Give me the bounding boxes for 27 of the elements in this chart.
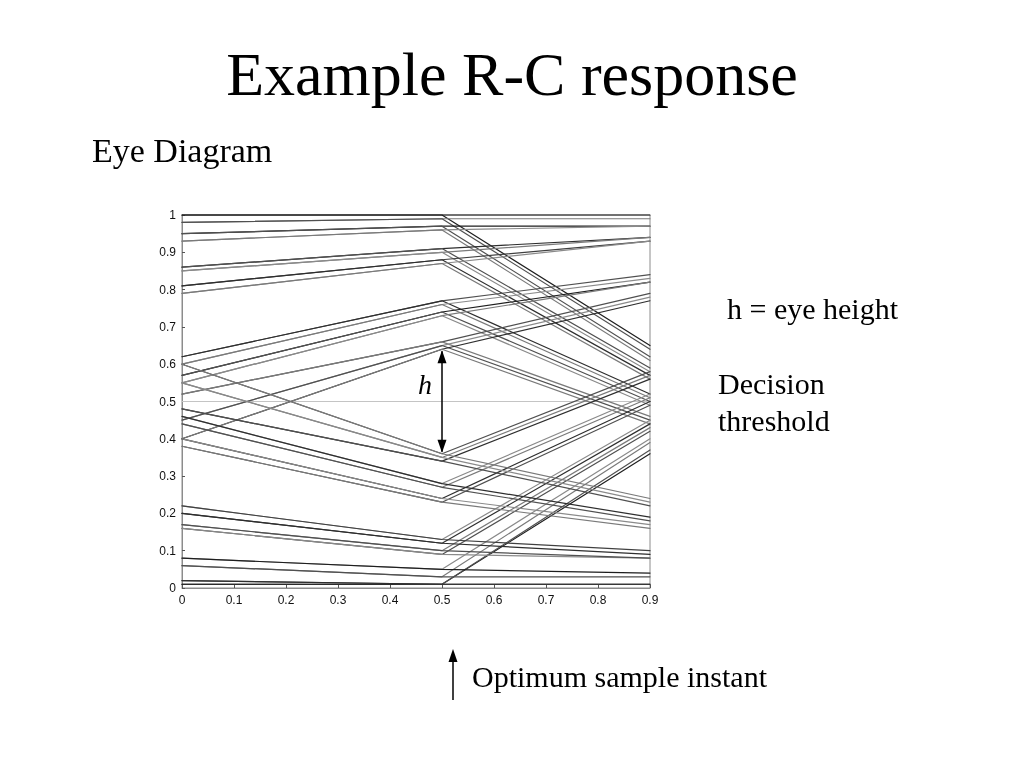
x-tick-label: 0.3 xyxy=(329,593,347,607)
x-tick-label: 0.5 xyxy=(433,593,451,607)
y-tick-label: 0.5 xyxy=(159,394,177,409)
x-tick-label: 0.2 xyxy=(277,593,295,607)
chart-title: Example R-C response xyxy=(226,40,798,108)
annotation: h xyxy=(418,369,432,400)
x-tick-label: 0.4 xyxy=(381,593,399,607)
x-tick-label: 0.6 xyxy=(485,593,503,607)
x-tick-label: 0.9 xyxy=(641,593,659,607)
y-tick-label: 0.9 xyxy=(159,245,177,260)
y-tick-label: 0.6 xyxy=(159,357,177,372)
y-tick-label: 0.4 xyxy=(159,431,177,446)
text: h = eye height xyxy=(727,291,899,325)
y-tick-label: 0.3 xyxy=(159,469,177,484)
chart-subtitle: Eye Diagram xyxy=(92,131,273,169)
ref-line-label: Decision threshold xyxy=(718,366,833,437)
text: Optimum sample instant xyxy=(472,659,768,693)
y-tick-label: 0.7 xyxy=(159,319,177,334)
x-tick-label: 0.8 xyxy=(589,593,607,607)
x-tick-label: 0 xyxy=(178,593,186,607)
y-tick-label: 0.8 xyxy=(159,282,177,297)
x-tick-label: 0.1 xyxy=(225,593,243,607)
y-tick-label: 0.1 xyxy=(159,543,177,558)
y-tick-label: 1 xyxy=(169,208,177,222)
x-tick-label: 0.7 xyxy=(537,593,555,607)
y-tick-label: 0 xyxy=(169,581,177,595)
y-tick-label: 0.2 xyxy=(159,506,177,521)
